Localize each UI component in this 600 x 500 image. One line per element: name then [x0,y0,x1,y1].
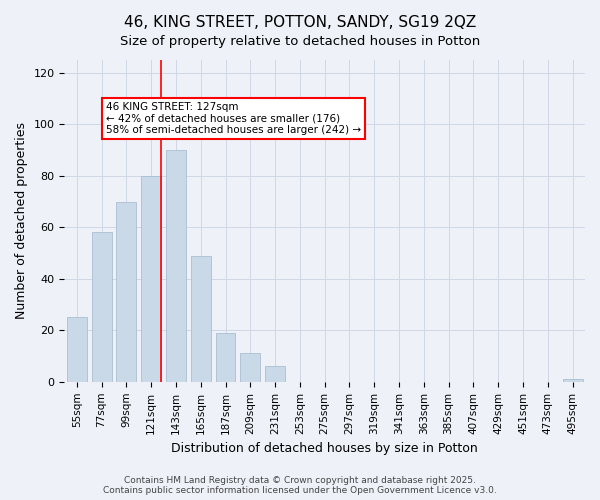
Bar [67,318,87,382]
Y-axis label: Number of detached properties: Number of detached properties [15,122,28,320]
Text: Contains HM Land Registry data © Crown copyright and database right 2025.
Contai: Contains HM Land Registry data © Crown c… [103,476,497,495]
Text: Size of property relative to detached houses in Potton: Size of property relative to detached ho… [120,35,480,48]
Bar [241,354,260,382]
Bar [141,176,161,382]
Text: 46, KING STREET, POTTON, SANDY, SG19 2QZ: 46, KING STREET, POTTON, SANDY, SG19 2QZ [124,15,476,30]
Text: 46 KING STREET: 127sqm
← 42% of detached houses are smaller (176)
58% of semi-de: 46 KING STREET: 127sqm ← 42% of detached… [106,102,361,135]
Bar [116,202,136,382]
Bar [265,366,285,382]
X-axis label: Distribution of detached houses by size in Potton: Distribution of detached houses by size … [172,442,478,455]
Bar [166,150,186,382]
Bar [92,232,112,382]
Bar [191,256,211,382]
Bar [215,333,235,382]
Bar [563,379,583,382]
